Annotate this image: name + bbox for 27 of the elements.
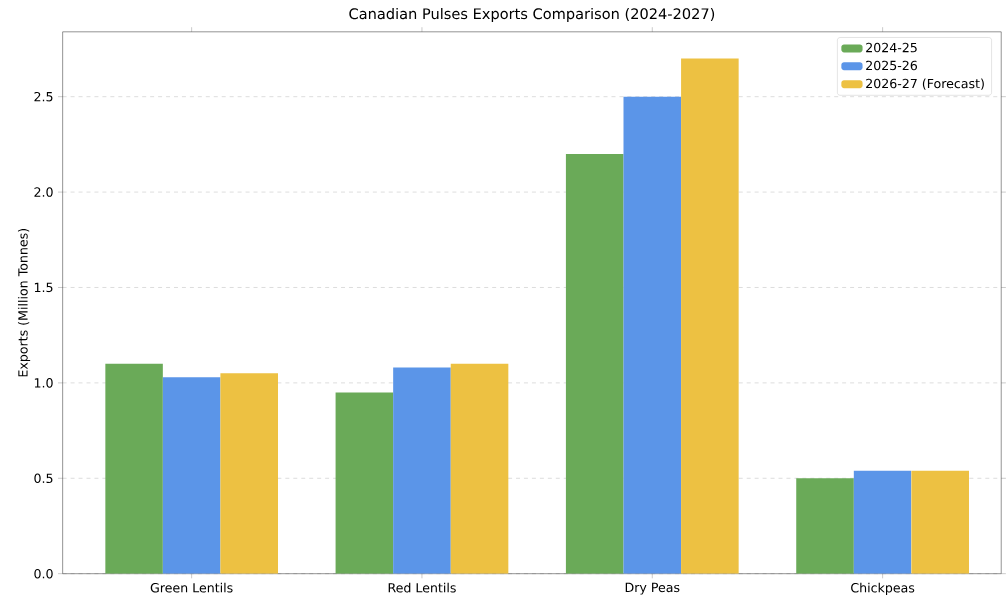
y-tick-label: 2.5 bbox=[34, 92, 53, 102]
y-tick-label: 0.5 bbox=[34, 473, 53, 484]
legend-label: 2026-27 (Forecast) bbox=[866, 78, 984, 90]
x-tick-label: Red Lentils bbox=[388, 583, 456, 593]
bar bbox=[450, 364, 509, 574]
bar bbox=[105, 364, 163, 574]
bar bbox=[796, 478, 854, 574]
legend-label: 2025-26 bbox=[866, 60, 918, 71]
bar bbox=[565, 154, 624, 574]
y-tick-label: 2.0 bbox=[34, 187, 53, 198]
legend-label: 2024-25 bbox=[866, 43, 917, 53]
y-tick-label: 1.5 bbox=[34, 283, 53, 293]
y-tick-label: 1.0 bbox=[34, 378, 53, 388]
x-tick-label: Chickpeas bbox=[851, 583, 915, 596]
bar bbox=[853, 470, 912, 574]
x-tick-label: Dry Peas bbox=[625, 583, 680, 595]
y-axis-title: Exports (Million Tonnes) bbox=[17, 229, 31, 377]
bar bbox=[335, 392, 394, 574]
x-tick-label: Green Lentils bbox=[150, 583, 233, 593]
bar bbox=[162, 377, 221, 574]
chart-title: Canadian Pulses Exports Comparison (2024-2027) bbox=[349, 8, 715, 23]
y-tick-label: 0.0 bbox=[34, 569, 53, 579]
bar bbox=[623, 96, 682, 574]
bar bbox=[681, 58, 739, 574]
bar bbox=[220, 373, 278, 574]
bar bbox=[911, 470, 969, 574]
bar bbox=[393, 367, 451, 574]
